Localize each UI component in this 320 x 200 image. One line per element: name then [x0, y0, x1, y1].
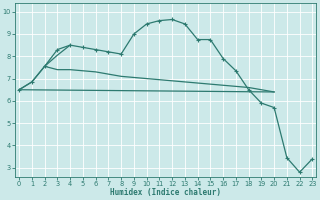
X-axis label: Humidex (Indice chaleur): Humidex (Indice chaleur)	[110, 188, 221, 197]
